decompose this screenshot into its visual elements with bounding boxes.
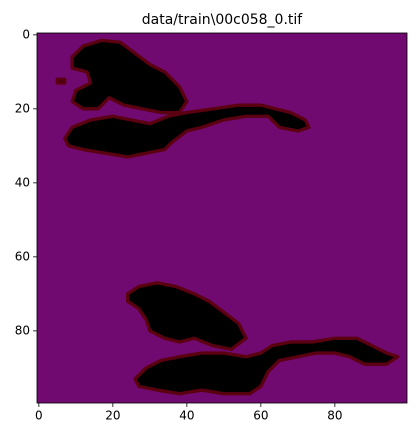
y-tick-label: 80 xyxy=(15,323,30,337)
x-tick-label: 40 xyxy=(179,409,194,423)
x-tick-label: 60 xyxy=(253,409,268,423)
chart-title: data/train\00c058_0.tif xyxy=(142,12,304,28)
x-tick-label: 0 xyxy=(35,409,43,423)
image-content xyxy=(55,38,400,396)
y-tick-label: 60 xyxy=(15,249,30,263)
plot-frame xyxy=(36,32,408,404)
y-tick-label: 0 xyxy=(22,27,30,41)
y-tick-label: 40 xyxy=(15,175,30,189)
image xyxy=(36,32,408,404)
x-tick-label: 20 xyxy=(105,409,120,423)
x-tick-label: 80 xyxy=(327,409,342,423)
y-tick-label: 20 xyxy=(15,101,30,115)
